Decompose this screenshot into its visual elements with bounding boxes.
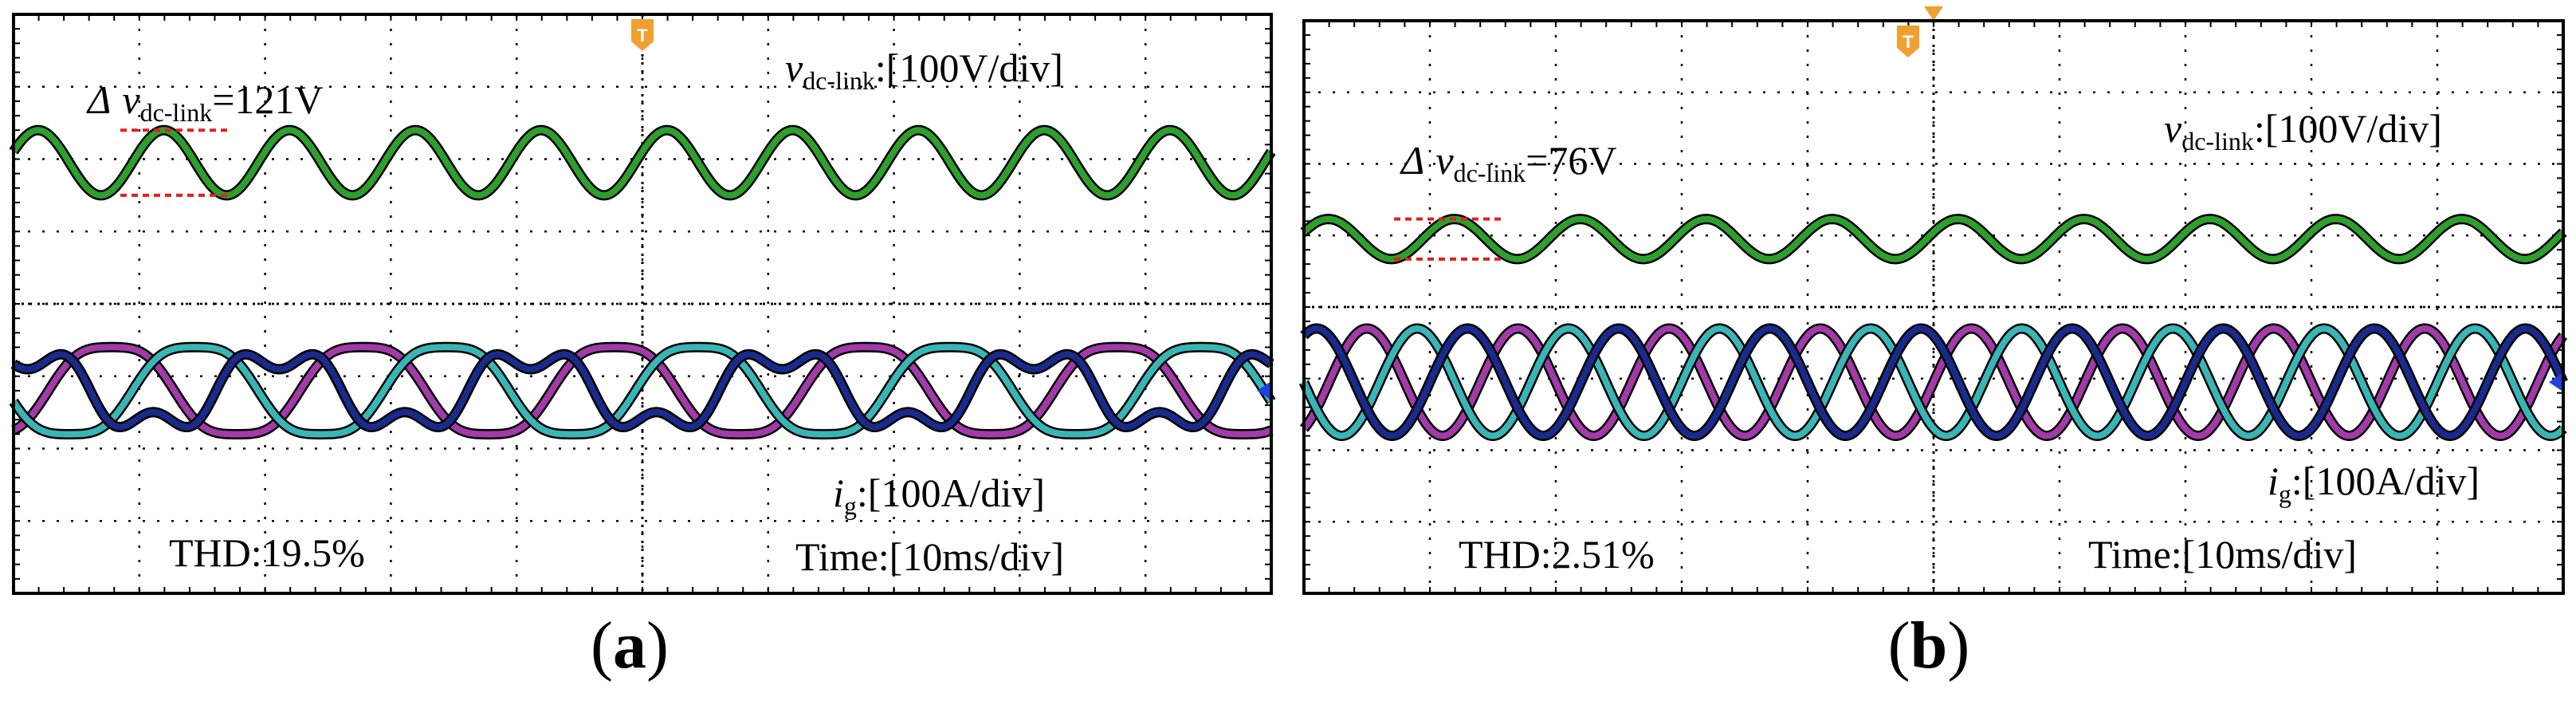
trace-ig-phase-1: [1301, 325, 2566, 439]
panel-a-markers: T: [120, 19, 1271, 400]
panel-a-current-label: ig:[100A/div]: [833, 471, 1045, 520]
trigger-shape: [631, 19, 654, 51]
panel-a-frame: [12, 13, 1273, 595]
trigger-marker-icon: T: [1897, 26, 1919, 57]
panel-b-current-label: ig:[100A/div]: [2268, 459, 2480, 508]
trace-ig-phase-2: [10, 344, 1274, 438]
trigger-letter: T: [637, 26, 648, 45]
trace-ig-phase-2: [1301, 325, 2566, 439]
panel-b-traces: [1299, 214, 2568, 441]
panel-b-grid: [1303, 20, 2564, 594]
trace-ig-phase-1: [12, 344, 1273, 438]
trace-vdc-link: [1302, 215, 2566, 262]
panel-a-time-label: Time:[10ms/div]: [795, 534, 1064, 579]
panel-b-markers: T: [1394, 6, 2563, 392]
panel-a-thd-label: THD:19.5%: [169, 530, 365, 575]
panel-b-frame: [1302, 19, 2565, 595]
panel-a-voltage-label: vdc-link:[100V/div]: [785, 45, 1063, 95]
panel-b-time-label: Time:[10ms/div]: [2088, 532, 2357, 577]
channel-marker-icon: [2549, 372, 2563, 392]
channel-marker-icon: [1257, 380, 1271, 400]
trace-vdc-link: [10, 127, 1274, 199]
panel-b-caption: (b): [1887, 608, 1970, 683]
trigger-letter: T: [1903, 32, 1914, 52]
trace-outline-vdc-link: [9, 124, 1276, 201]
panel-a-caption: (a): [591, 608, 669, 683]
trace-ig-phase-3: [1302, 325, 2566, 439]
panel-b-voltage-label: vdc-link:[100V/div]: [2164, 106, 2442, 156]
trigger-pointer-icon: [1924, 6, 1943, 21]
panel-b-thd-label: THD:2.51%: [1459, 532, 1655, 577]
trace-ig-phase-3: [11, 351, 1274, 431]
trigger-marker-icon: T: [631, 19, 654, 51]
trigger-shape: [1897, 26, 1919, 57]
